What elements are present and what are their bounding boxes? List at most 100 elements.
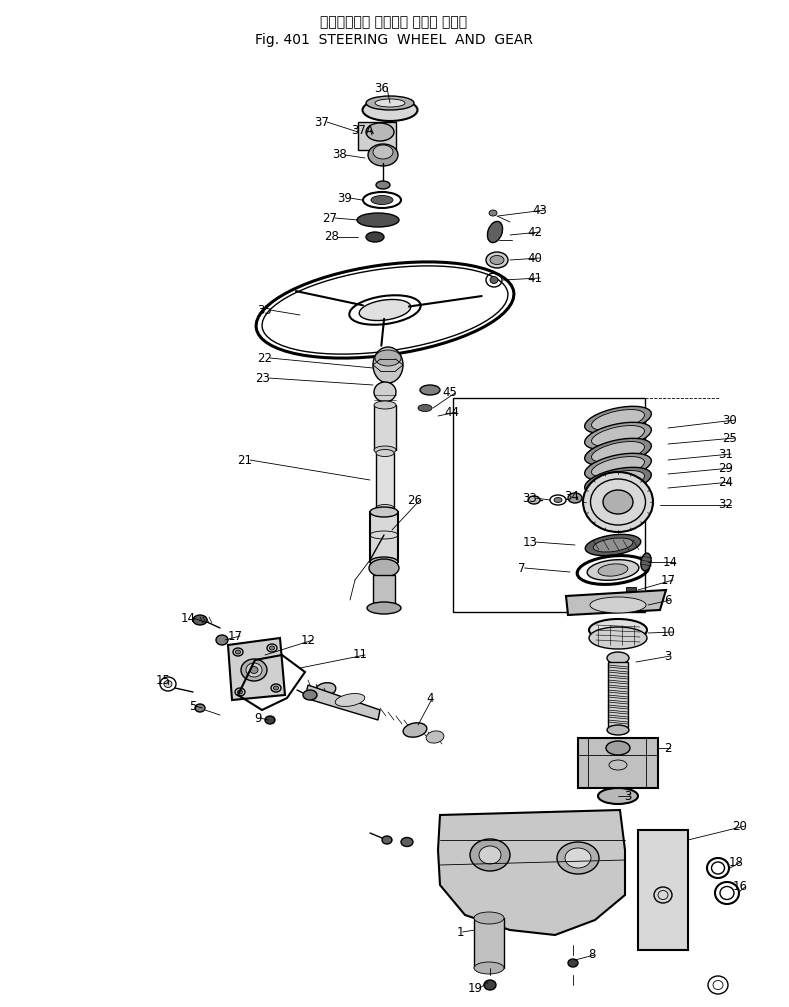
Ellipse shape [489, 210, 497, 215]
Text: 42: 42 [528, 226, 543, 239]
Ellipse shape [484, 980, 496, 990]
Text: 5: 5 [189, 700, 196, 713]
Text: 31: 31 [719, 447, 734, 460]
Text: 30: 30 [723, 414, 738, 427]
Ellipse shape [335, 694, 365, 707]
Ellipse shape [585, 453, 652, 480]
Ellipse shape [593, 538, 633, 552]
Ellipse shape [314, 683, 336, 697]
Ellipse shape [592, 441, 645, 462]
Ellipse shape [585, 422, 652, 450]
Text: 25: 25 [723, 432, 738, 444]
Ellipse shape [479, 846, 501, 864]
Ellipse shape [583, 472, 653, 532]
Text: 34: 34 [565, 489, 579, 502]
Ellipse shape [265, 716, 275, 724]
Text: 6: 6 [664, 593, 671, 606]
Text: 37: 37 [315, 116, 330, 129]
Text: 3: 3 [664, 650, 671, 663]
Ellipse shape [420, 385, 440, 395]
Ellipse shape [565, 848, 591, 868]
Ellipse shape [235, 650, 241, 654]
Text: 13: 13 [522, 536, 537, 549]
Ellipse shape [375, 350, 401, 366]
Ellipse shape [490, 256, 504, 265]
Text: 39: 39 [338, 191, 353, 204]
Text: 24: 24 [719, 475, 734, 488]
Ellipse shape [592, 426, 645, 446]
Ellipse shape [641, 553, 651, 571]
Ellipse shape [486, 252, 508, 268]
Ellipse shape [568, 493, 582, 504]
Ellipse shape [373, 145, 393, 159]
Text: 44: 44 [444, 406, 459, 419]
Text: 4: 4 [426, 692, 434, 705]
Ellipse shape [585, 535, 641, 556]
Ellipse shape [369, 559, 399, 577]
Text: 12: 12 [301, 633, 316, 646]
Text: 14: 14 [181, 611, 196, 624]
Ellipse shape [376, 181, 390, 189]
Ellipse shape [164, 681, 172, 688]
Ellipse shape [374, 382, 396, 402]
Bar [373, 575, 395, 605]
Ellipse shape [587, 560, 639, 580]
Ellipse shape [585, 438, 652, 465]
Ellipse shape [376, 449, 394, 456]
Text: 11: 11 [353, 649, 368, 662]
Bar [626, 587, 636, 594]
Text: 15: 15 [155, 674, 170, 687]
Ellipse shape [373, 347, 403, 383]
Text: ステアリング ホイール および ギヤー: ステアリング ホイール および ギヤー [320, 15, 468, 29]
Ellipse shape [370, 557, 398, 567]
Text: 40: 40 [528, 252, 542, 265]
Text: 20: 20 [732, 820, 747, 833]
Ellipse shape [585, 406, 652, 434]
Text: 10: 10 [660, 625, 675, 638]
Ellipse shape [193, 615, 207, 625]
Ellipse shape [474, 912, 504, 924]
Polygon shape [228, 638, 285, 700]
Ellipse shape [366, 232, 384, 242]
Ellipse shape [374, 446, 396, 454]
Ellipse shape [382, 836, 392, 844]
Ellipse shape [590, 597, 646, 613]
Ellipse shape [592, 470, 645, 491]
Ellipse shape [237, 690, 242, 694]
Ellipse shape [488, 222, 503, 243]
Ellipse shape [195, 704, 205, 712]
Text: 43: 43 [533, 203, 548, 217]
Ellipse shape [403, 723, 427, 737]
Text: 22: 22 [257, 351, 272, 365]
Text: 9: 9 [254, 712, 262, 724]
Text: 16: 16 [732, 880, 747, 893]
Text: 29: 29 [719, 461, 734, 474]
Text: 37A: 37A [352, 124, 375, 137]
Ellipse shape [490, 277, 498, 284]
Text: 8: 8 [589, 949, 596, 962]
Bar [608, 662, 628, 727]
Ellipse shape [274, 686, 279, 690]
Text: 28: 28 [324, 231, 339, 244]
Text: 32: 32 [719, 498, 734, 512]
Ellipse shape [374, 401, 396, 409]
Ellipse shape [589, 619, 647, 641]
Ellipse shape [366, 123, 394, 141]
Polygon shape [438, 810, 625, 936]
Polygon shape [566, 590, 666, 615]
Ellipse shape [607, 652, 629, 664]
Text: 7: 7 [518, 562, 525, 575]
Ellipse shape [357, 213, 399, 227]
Ellipse shape [303, 690, 317, 700]
Text: 1: 1 [456, 925, 464, 939]
Ellipse shape [270, 646, 275, 650]
Ellipse shape [367, 602, 401, 614]
Text: 38: 38 [333, 148, 347, 161]
Text: Fig. 401  STEERING  WHEEL  AND  GEAR: Fig. 401 STEERING WHEEL AND GEAR [255, 33, 533, 47]
Text: 14: 14 [663, 556, 678, 569]
Ellipse shape [592, 456, 645, 477]
Text: 26: 26 [407, 493, 422, 507]
Text: 45: 45 [443, 387, 458, 400]
Ellipse shape [362, 99, 417, 121]
Ellipse shape [370, 507, 398, 517]
